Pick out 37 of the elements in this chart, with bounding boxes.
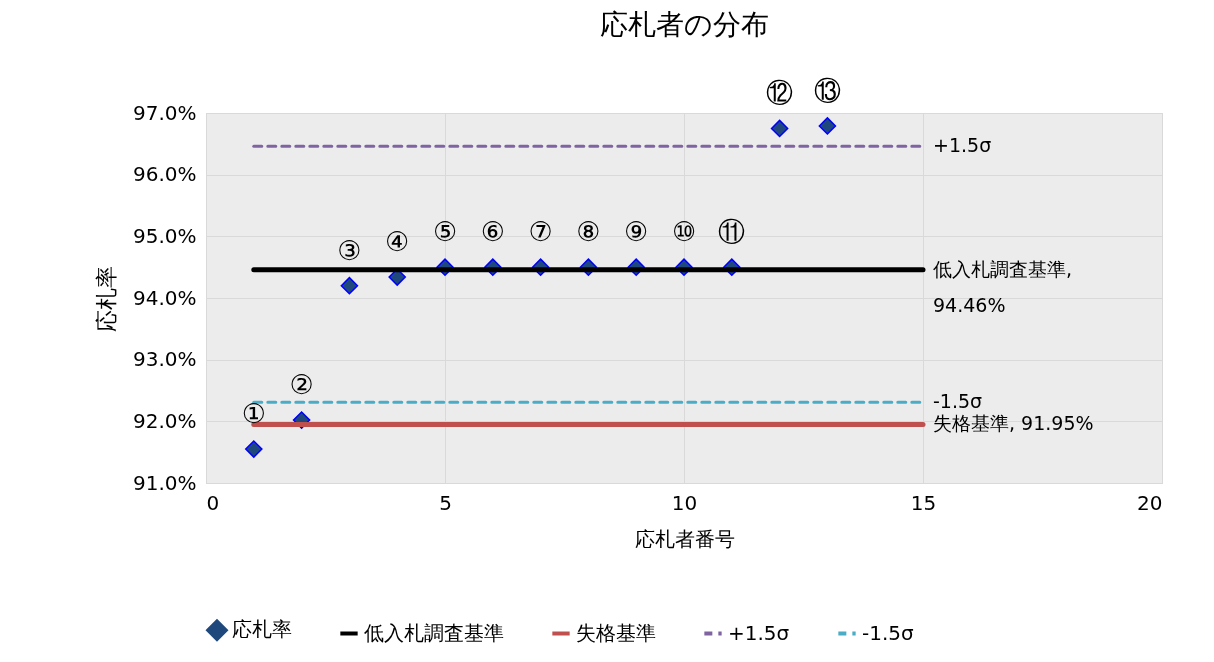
annotation: 失格基準, 91.95%: [933, 412, 1094, 435]
x-tick-label: 5: [439, 490, 452, 515]
annotation: ⑬: [813, 74, 841, 106]
legend-label: 応札率: [232, 617, 292, 642]
annotation: ⑪: [718, 216, 746, 248]
legend-label: 低入札調査基準: [364, 620, 504, 645]
y-tick-label: 94.0%: [132, 285, 197, 310]
x-tick-label: 20: [1137, 490, 1163, 515]
y-axis-title: 応札率: [93, 265, 119, 332]
annotation: ③: [337, 234, 362, 266]
annotation: ⑩: [671, 216, 697, 248]
annotation: ④: [385, 226, 410, 258]
legend-label: -1.5σ: [862, 620, 915, 645]
y-tick-label: 96.0%: [132, 162, 197, 187]
y-tick-label: 92.0%: [132, 408, 197, 433]
x-axis-title: 応札者番号: [634, 526, 735, 551]
y-tick-label: 97.0%: [132, 100, 197, 125]
annotation: +1.5σ: [933, 134, 992, 157]
legend-label: 失格基準: [576, 620, 656, 645]
x-tick-label: 15: [910, 490, 937, 515]
x-tick-label: 0: [206, 490, 220, 515]
annotation: ⑧: [576, 216, 601, 248]
annotation: ⑫: [766, 77, 794, 109]
y-tick-label: 91.0%: [132, 470, 197, 495]
y-tick-label: 93.0%: [132, 347, 197, 372]
x-tick-label: 10: [671, 490, 698, 515]
annotation: ⑥: [480, 216, 505, 248]
annotation: ②: [289, 369, 314, 401]
annotation: 低入札調査基準, 94.46%: [933, 257, 1073, 316]
annotation: ⑤: [432, 216, 458, 248]
annotation: ⑦: [528, 216, 553, 248]
annotation: ⑨: [624, 216, 649, 248]
chart-title: 応札者の分布: [599, 7, 769, 41]
annotation: -1.5σ: [933, 390, 983, 413]
legend-label: +1.5σ: [728, 620, 790, 645]
y-tick-label: 95.0%: [132, 223, 197, 248]
annotation: ①: [241, 398, 266, 430]
